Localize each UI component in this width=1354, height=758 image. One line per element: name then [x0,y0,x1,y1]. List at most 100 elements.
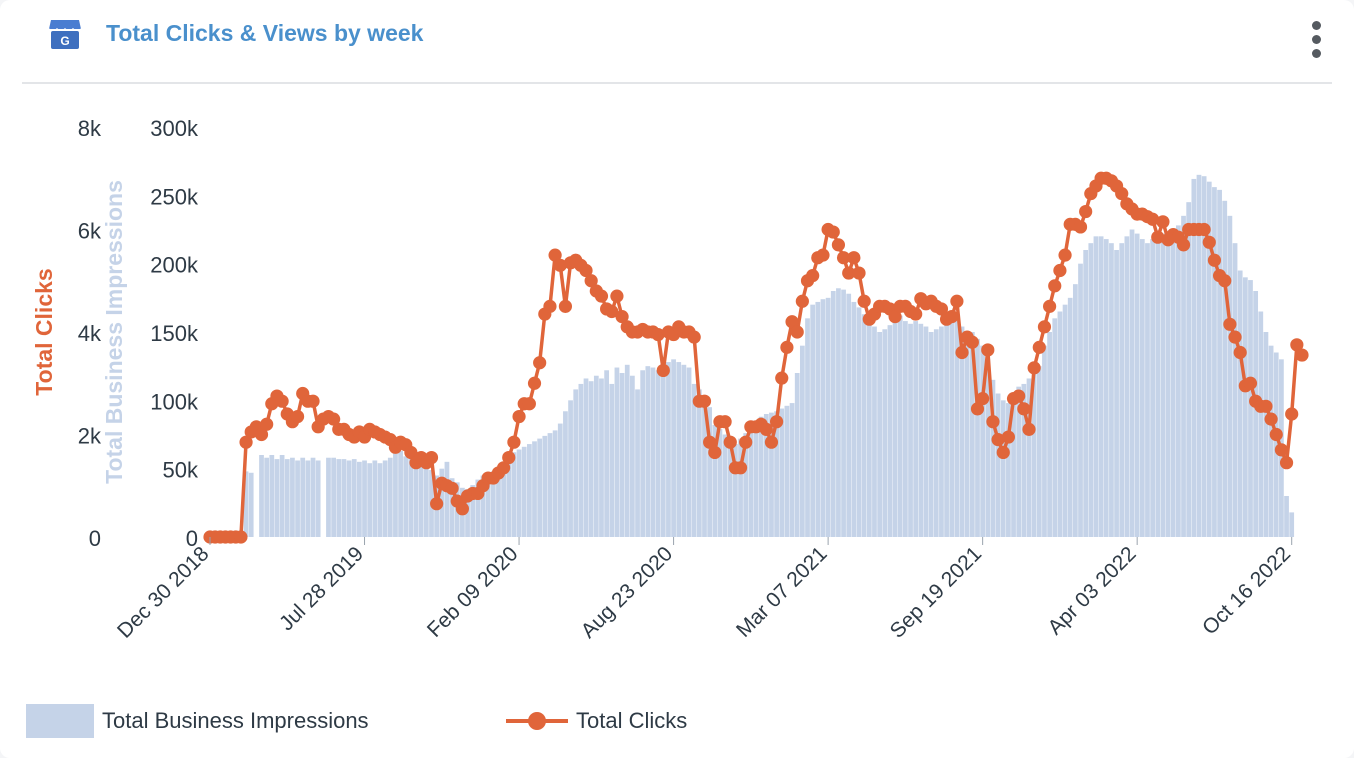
clicks-point [1207,253,1222,267]
clicks-point [1202,235,1216,249]
impressions-bar [351,459,357,537]
impressions-bar [578,383,584,537]
more-options-icon[interactable] [1305,18,1327,60]
x-tick-label: Mar 07 2021 [732,542,832,642]
impressions-bar [341,459,347,537]
clicks-point [1156,215,1170,229]
clicks-point [543,299,557,313]
impressions-bar [398,450,403,537]
impressions-bar [712,424,718,537]
clicks-point [656,363,670,378]
clicks-point [770,415,784,429]
impressions-bar [1000,400,1006,537]
impressions-bar [300,457,306,537]
impressions-bar [1052,318,1058,537]
clicks-point [945,310,959,324]
clicks-point [553,258,567,272]
clicks-point [759,422,773,436]
impressions-bar [660,364,666,537]
impressions-bar [1067,297,1073,537]
y-axis-label-clicks: Total Clicks [31,268,57,395]
clicks-point [512,409,526,424]
impressions-bar [671,359,676,537]
clicks-point [615,310,629,324]
impressions-bar [403,456,409,537]
impressions-bar [846,293,852,537]
impressions-bar [959,326,965,537]
impressions-bar [995,393,1001,537]
impressions-bar [423,465,429,537]
impressions-bar [923,326,929,537]
impressions-bar [336,459,342,537]
clicks-point [1115,187,1129,201]
impressions-bar [836,288,841,537]
impressions-bar [599,378,604,537]
clicks-point [733,461,748,475]
y-tick-label-clicks: 6k [78,219,102,244]
clicks-point [424,450,439,465]
impressions-bar [743,433,749,537]
impressions-bar [444,461,450,537]
clicks-point [533,356,547,370]
impressions-bar [1186,202,1192,538]
impressions-bar [815,301,821,537]
impressions-bar [877,332,882,537]
impressions-bar [1088,243,1094,538]
impressions-bar [516,449,522,537]
impressions-bar [506,455,512,537]
impressions-bar [537,438,543,537]
clicks-point [965,335,979,349]
clicks-point [723,435,737,449]
clicks-point [1218,274,1232,288]
legend-item-clicks[interactable]: Total Clicks [506,703,687,739]
card-title: Total Clicks & Views by week [106,20,424,46]
impressions-bar [511,452,517,537]
impressions-bar [975,338,980,537]
impressions-bar [501,461,506,537]
clicks-point [1285,407,1299,421]
impressions-bar [691,383,697,537]
clicks-point [1197,222,1211,237]
impressions-bar [624,364,630,537]
impressions-bar [1201,176,1207,537]
impressions-bar [825,297,831,537]
clicks-point [1032,340,1046,354]
google-my-business-icon: G [48,20,82,49]
legend-label-clicks: Total Clicks [576,708,688,733]
clicks-point [842,266,856,280]
impressions-bar [702,400,707,537]
impressions-bar [449,478,455,537]
impressions-bar [1212,187,1217,537]
impressions-bar [784,405,790,537]
impressions-bar [1011,400,1016,537]
clicks-point [1022,422,1036,436]
impressions-bar [1160,233,1166,537]
impressions-bar [547,433,553,537]
legend-item-impressions[interactable]: Total Business Impressions [26,703,369,739]
impressions-bar [820,299,826,537]
clicks-point [1073,220,1088,234]
impressions-bar [593,375,599,537]
impressions-bar [563,411,568,537]
impressions-bar [1057,311,1063,537]
impressions-bar [738,438,743,537]
chart-area: 0 2k 4k 6k 8k 0 50k 100k 150k 200k 250k 300k Dec 30 … [31,116,1309,643]
impressions-bar [284,459,290,537]
impressions-bar [903,321,908,537]
y-tick-label-clicks: 0 [89,526,101,551]
impressions-bar [1263,332,1269,537]
impressions-bar [465,489,470,537]
clicks-point [327,412,341,426]
x-tick-label: Apr 03 2022 [1044,542,1141,639]
impressions-bar [733,444,738,537]
impressions-bar [1109,243,1114,538]
impressions-bar [861,314,867,537]
clicks-point [527,376,542,390]
impressions-bar [681,364,687,537]
impressions-bar [521,446,527,537]
impressions-bar [1237,270,1243,537]
impressions-bar [357,461,362,537]
impressions-bar [362,460,367,537]
clicks-point [847,251,861,265]
impressions-bar [1191,178,1197,537]
